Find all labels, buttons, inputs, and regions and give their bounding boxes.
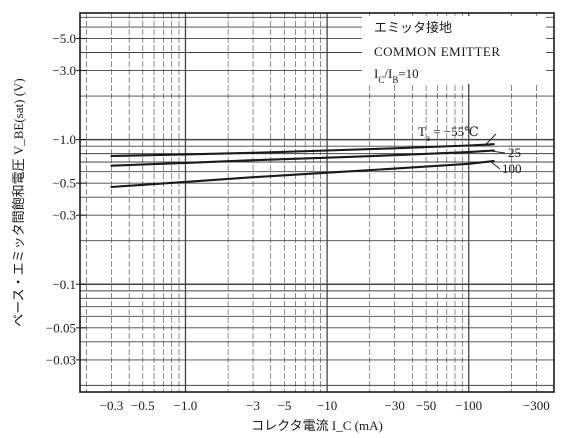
y-tick-label: −0.05 [46,320,76,335]
x-axis-title: コレクタ電流 I_C (mA) [251,418,383,433]
series-leader-2 [489,160,501,170]
annotation-condition-label: IC/IB=10 [374,66,419,85]
x-tick-label: −100 [455,398,482,413]
series-label-0: Ta = −55℃ [418,124,479,143]
series-line-0 [110,143,495,158]
condition-value: =10 [398,66,418,81]
y-tick-label: −5.0 [52,31,76,46]
condition-ib-sub: B [392,75,398,85]
x-tick-label: −30 [385,398,405,413]
condition-ic-sub: C [378,75,384,85]
condition-slash: /I [384,66,392,81]
y-tick-label: −3.0 [52,63,76,78]
ta-value: = −55℃ [430,124,479,139]
x-tick-label: −0.3 [100,398,124,413]
y-tick-label: −0.5 [52,176,76,191]
series-label-1: 25 [508,145,521,160]
x-tick-label: −1.0 [174,398,198,413]
annotation-box: エミッタ接地 COMMON EMITTER IC/IB=10 [362,16,546,85]
annotation-background [362,16,546,84]
x-tick-label: −0.5 [131,398,155,413]
y-tick-labels: −5.0 −3.0 −1.0 −0.5 −0.3 −0.1 −0.05 −0.03 [46,31,86,367]
minor-gridlines [80,13,554,392]
series-leader-1 [487,150,506,154]
plot-frame [79,12,555,393]
series-layer [110,143,495,189]
ta-symbol: T [418,124,426,139]
annotation-japanese-label: エミッタ接地 [374,20,452,35]
ta-subscript: a [426,133,430,143]
y-tick-label: −1.0 [52,132,76,147]
x-tick-label: −3 [246,398,260,413]
major-gridlines [80,13,554,392]
x-tick-label: −5 [278,398,292,413]
condition-ic: I [374,66,378,81]
x-tick-label: −300 [523,398,550,413]
series-label-2: 100 [502,161,522,176]
y-tick-label: −0.3 [52,208,76,223]
x-tick-label: −50 [416,398,436,413]
x-tick-label: −10 [317,398,337,413]
series-leader-0 [485,133,497,145]
annotation-english-label: COMMON EMITTER [374,44,501,59]
series-line-2 [110,160,495,189]
y-tick-label: −0.03 [46,352,76,367]
x-tick-labels: −0.3 −0.5 −1.0 −3 −5 −10 −30 −50 −100 −300 [100,398,550,413]
y-tick-label: −0.1 [52,277,76,292]
series-line-1 [110,149,495,167]
y-axis-title: ベース・エミッタ間飽和電圧 V_BE(sat) (V) [11,78,26,327]
